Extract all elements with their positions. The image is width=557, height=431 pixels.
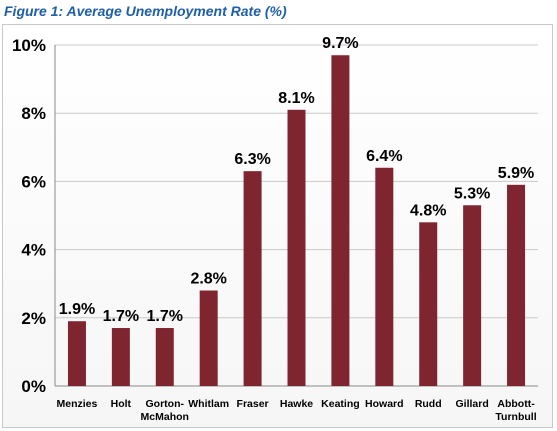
- x-tick-label-line: Howard: [365, 398, 404, 410]
- y-tick-label: 2%: [21, 309, 46, 328]
- y-tick-label: 10%: [12, 36, 46, 55]
- x-tick-label: Hawke: [280, 398, 313, 410]
- x-tick-label: Whitlam: [188, 398, 229, 410]
- y-tick-label: 0%: [21, 377, 46, 396]
- x-tick-label-line: McMahon: [141, 411, 189, 423]
- x-tick-label-line: Fraser: [237, 398, 269, 410]
- x-tick-label-line: Hawke: [280, 398, 313, 410]
- x-tick-label: Gorton-McMahon: [141, 398, 189, 423]
- bar: [155, 328, 174, 386]
- bar: [463, 205, 482, 386]
- bar: [507, 184, 526, 386]
- y-tick-label: 4%: [21, 241, 46, 260]
- x-tick-label-line: Whitlam: [188, 398, 229, 410]
- bar: [331, 55, 350, 386]
- x-tick-label: Menzies: [57, 398, 98, 410]
- chart-frame: [2, 24, 553, 428]
- x-tick-label: Fraser: [237, 398, 269, 410]
- x-tick-label-line: Rudd: [415, 398, 442, 410]
- x-tick-label: Rudd: [415, 398, 442, 410]
- bar: [67, 321, 86, 386]
- bar: [243, 171, 262, 386]
- x-tick-label-line: Abbott-: [497, 398, 535, 410]
- y-tick-label: 6%: [21, 172, 46, 191]
- x-tick-label: Keating: [321, 398, 360, 410]
- data-label: 1.9%: [59, 301, 95, 318]
- data-label: 2.8%: [190, 271, 226, 288]
- bar: [111, 328, 130, 386]
- y-tick-label: 8%: [21, 104, 46, 123]
- data-label: 5.9%: [498, 165, 534, 182]
- bar: [287, 109, 306, 386]
- x-tick-label: Abbott-Turnbull: [495, 398, 536, 423]
- x-tick-label: Gillard: [456, 398, 489, 410]
- x-tick-label: Howard: [365, 398, 404, 410]
- data-label: 5.3%: [454, 185, 490, 202]
- x-tick-label-line: Turnbull: [495, 411, 536, 423]
- x-tick-label-line: Holt: [111, 398, 132, 410]
- bar: [375, 167, 394, 386]
- data-label: 1.7%: [103, 308, 139, 325]
- x-tick-label-line: Keating: [321, 398, 360, 410]
- x-tick-label-line: Menzies: [57, 398, 98, 410]
- x-tick-label: Holt: [111, 398, 132, 410]
- bar: [419, 222, 438, 386]
- page-title: Figure 1: Average Unemployment Rate (%): [4, 3, 287, 19]
- bar: [199, 290, 218, 386]
- x-tick-label-line: Gorton-: [146, 398, 185, 410]
- data-label: 6.3%: [234, 151, 270, 168]
- data-label: 9.7%: [322, 35, 358, 52]
- data-label: 1.7%: [147, 308, 183, 325]
- data-label: 8.1%: [278, 90, 314, 107]
- x-tick-label-line: Gillard: [456, 398, 489, 410]
- data-label: 6.4%: [366, 148, 402, 165]
- data-label: 4.8%: [410, 202, 446, 219]
